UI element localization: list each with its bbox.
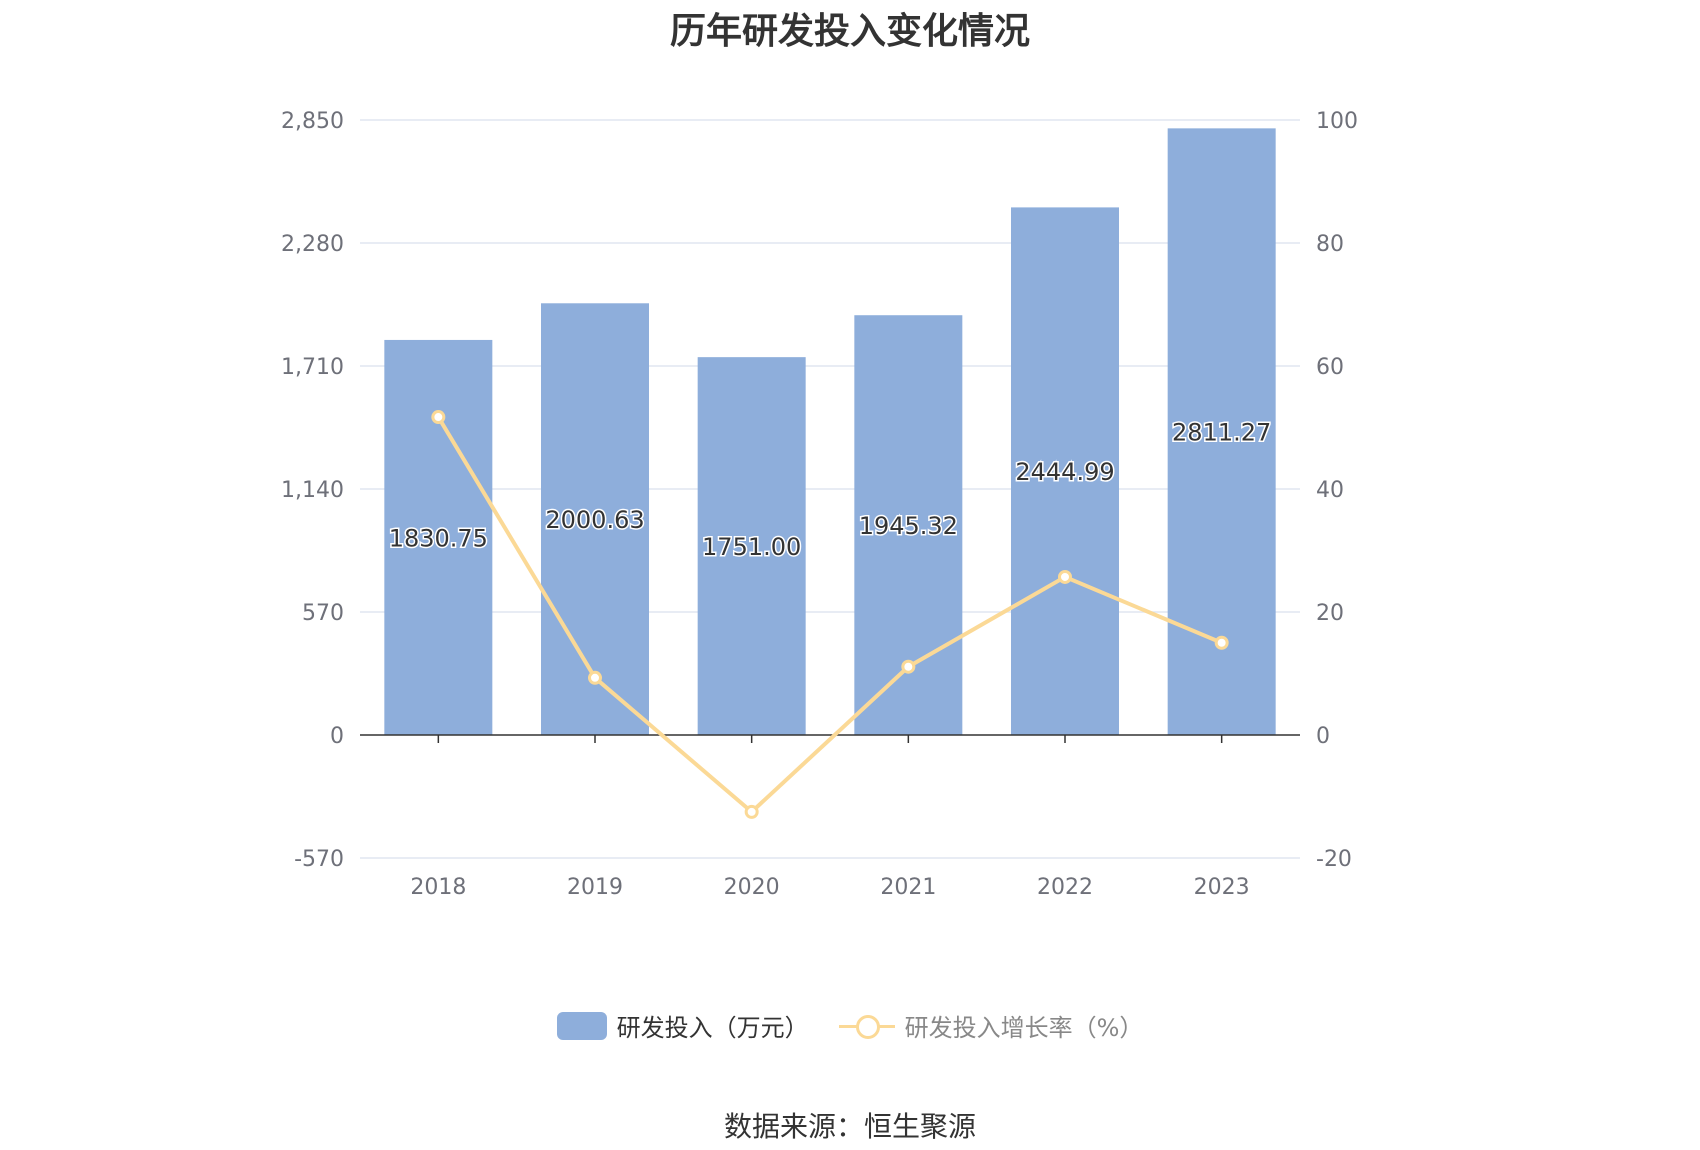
bar-value-label: 2444.99 — [1015, 458, 1114, 486]
y-right-tick-label: -20 — [1316, 847, 1352, 872]
y-right-tick-label: 80 — [1316, 232, 1344, 257]
bar-value-label: 1830.75 — [389, 524, 488, 552]
y-left-tick-label: -570 — [294, 847, 344, 872]
growth-point — [588, 670, 602, 685]
legend-bar-label: 研发投入（万元） — [616, 1014, 809, 1042]
bar — [697, 357, 806, 735]
y-left-tick-label: 1,140 — [281, 478, 344, 503]
growth-point — [1058, 569, 1072, 584]
y-left-tick-label: 1,710 — [281, 355, 344, 380]
y-right-tick-label: 20 — [1316, 601, 1344, 626]
growth-line — [436, 416, 1223, 814]
y-right-tick-label: 100 — [1316, 109, 1358, 134]
y-left-tick-label: 0 — [330, 724, 344, 749]
legend-bar-swatch — [556, 1011, 607, 1040]
axes: -570 0 570 1,140 1,710 2,280 2,850 -20 0 20 40 60 80… — [281, 109, 1358, 900]
bar — [1011, 207, 1119, 735]
chart-title: 历年研发投入变化情况 — [669, 11, 1030, 52]
grid-lines — [360, 119, 1300, 859]
bar — [384, 339, 493, 735]
bar — [541, 303, 649, 735]
x-tick-label: 2018 — [410, 875, 466, 900]
bar-value-label: 2811.27 — [1172, 419, 1271, 447]
growth-point — [1214, 635, 1229, 650]
y-right-tick-label: 60 — [1316, 355, 1344, 380]
x-tick-label: 2022 — [1037, 875, 1093, 900]
bar-value-label: 2000.63 — [545, 506, 644, 534]
bar-value-label: 1945.32 — [859, 512, 958, 540]
x-tick-label: 2021 — [880, 875, 936, 900]
line-series — [431, 410, 1229, 819]
growth-point — [901, 659, 916, 674]
bar-value-label: 1751.00 — [702, 533, 801, 561]
y-right-tick-label: 40 — [1316, 478, 1344, 503]
y-right-tick-label: 0 — [1316, 724, 1330, 749]
legend-line-label: 研发投入增长率（%） — [904, 1014, 1144, 1042]
legend-item-line[interactable]: 研发投入增长率（%） — [838, 1008, 1144, 1043]
data-labels: 1830.75 2000.63 1751.00 1945.32 2444.99 2811.… — [387, 417, 1273, 562]
y-left-tick-label: 2,850 — [281, 109, 344, 134]
y-left-tick-label: 570 — [302, 601, 344, 626]
x-tick-label: 2019 — [567, 875, 623, 900]
x-tick-label: 2020 — [724, 875, 780, 900]
legend-item-bar[interactable]: 研发投入（万元） — [556, 1008, 809, 1043]
bar — [1167, 128, 1276, 735]
growth-point — [744, 804, 759, 819]
legend-line-marker — [838, 1012, 895, 1040]
legend: 研发投入（万元） 研发投入增长率（%） — [0, 1008, 1700, 1043]
growth-point — [431, 410, 446, 425]
bar-series — [384, 128, 1276, 735]
data-source: 数据来源：恒生聚源 — [723, 1110, 976, 1143]
y-left-tick-label: 2,280 — [281, 232, 344, 257]
x-tick-label: 2023 — [1194, 875, 1250, 900]
